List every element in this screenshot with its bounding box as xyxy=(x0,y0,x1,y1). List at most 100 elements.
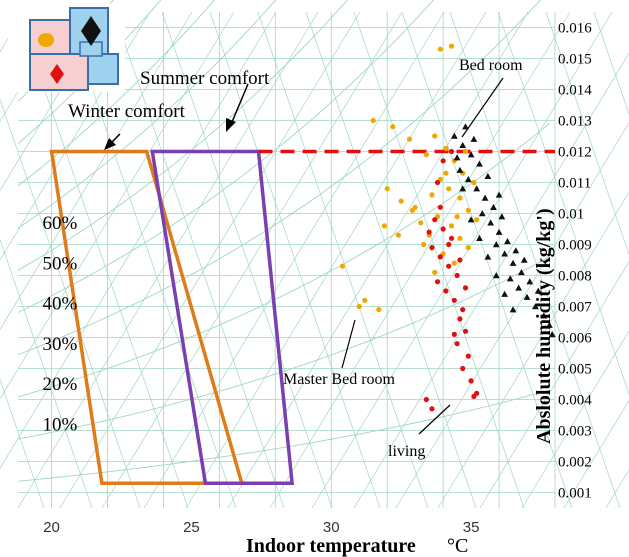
grid-volume-line xyxy=(17,11,189,509)
living-point xyxy=(462,285,469,291)
y-tick-label: 0.012 xyxy=(558,145,592,161)
living-point xyxy=(432,217,438,223)
winter-comfort-label: Winter comfort xyxy=(68,101,186,122)
grid-volume-line xyxy=(65,11,237,509)
master-bed-room-point xyxy=(418,220,424,226)
rh-curve xyxy=(17,0,541,356)
rh-curve xyxy=(17,0,277,229)
living-point xyxy=(448,148,455,155)
bed-room-point xyxy=(495,191,503,198)
living-point xyxy=(457,257,463,263)
bed-room-point xyxy=(495,228,503,235)
rh-label: 40% xyxy=(43,294,78,315)
bed-room-point xyxy=(548,331,556,338)
master-bed-room-point xyxy=(384,186,390,192)
grid-enthalpy-line xyxy=(143,11,445,509)
x-tick-label: 30 xyxy=(323,519,340,536)
bed-room-point xyxy=(546,321,553,328)
grid-enthalpy-line xyxy=(101,11,403,509)
y-axis-ticks: 0.001 0.002 0.003 0.004 0.005 0.006 0.007 0.008… xyxy=(558,21,592,502)
living-point xyxy=(448,235,455,241)
bed-room-point xyxy=(484,172,492,180)
living-point xyxy=(460,365,466,372)
grid-volume-line xyxy=(305,11,477,509)
bed-room-point xyxy=(490,203,497,211)
bed-room-point xyxy=(478,210,486,217)
grid-volume-line xyxy=(545,11,629,256)
bed-room-point xyxy=(473,185,481,192)
bed-room-point xyxy=(453,154,461,161)
master-bed-room-point xyxy=(462,148,469,155)
living-point xyxy=(423,396,429,403)
living-point xyxy=(460,307,466,313)
living-point xyxy=(440,226,446,232)
living-point xyxy=(443,288,449,294)
living-point xyxy=(429,245,435,251)
living-point xyxy=(454,341,460,347)
floor-plan-icon xyxy=(8,4,125,92)
bed-room-point xyxy=(509,306,517,313)
living-label: living xyxy=(388,443,425,460)
grid-enthalpy-line xyxy=(59,11,361,509)
master-bed-room-point xyxy=(446,186,452,192)
annotation-arrows xyxy=(104,77,504,435)
bed-room-point xyxy=(459,185,467,192)
master-bed-room-point xyxy=(457,195,463,201)
y-tick-label: 0.013 xyxy=(558,114,592,130)
grid-volume-line xyxy=(0,98,141,509)
rh-curve xyxy=(17,256,550,440)
y-tick-label: 0.007 xyxy=(558,300,592,316)
bed-room-point xyxy=(481,194,489,201)
grid-enthalpy-line xyxy=(563,399,629,509)
y-tick-label: 0.006 xyxy=(558,331,592,347)
y-tick-label: 0.003 xyxy=(558,424,592,440)
living-point xyxy=(429,406,435,412)
rh-label: 30% xyxy=(43,334,78,355)
master-bed-room-point xyxy=(362,297,368,303)
master-bed-room-point xyxy=(474,217,480,223)
bed-room-point xyxy=(540,312,548,319)
x-tick-label: 35 xyxy=(463,519,480,536)
grid-volume-line xyxy=(353,11,525,509)
grid-enthalpy-line xyxy=(0,11,151,261)
living-point xyxy=(446,263,452,269)
grid-volume-line xyxy=(449,11,621,509)
master-bed-room-point xyxy=(395,232,401,238)
bed-room-point xyxy=(459,141,467,149)
y-tick-label: 0.008 xyxy=(558,269,592,285)
y-tick-label: 0.001 xyxy=(558,486,592,502)
bed-room-point xyxy=(470,135,478,142)
grid-enthalpy-line xyxy=(395,122,629,509)
x-axis-title: Indoor temperature xyxy=(246,535,416,557)
rh-label: 60% xyxy=(43,213,78,234)
grid-volume-line xyxy=(209,11,381,509)
rh-labels: 60% 50% 40% 30% 20% 10% xyxy=(43,213,78,436)
grid-enthalpy-line xyxy=(0,11,277,469)
rh-curve xyxy=(17,0,215,187)
grid-enthalpy-line xyxy=(479,260,629,509)
master-bed-room-point xyxy=(339,263,346,269)
y-tick-label: 0.005 xyxy=(558,362,592,378)
grid-enthalpy-line xyxy=(269,11,571,509)
living-point xyxy=(434,179,441,186)
master-bed-room-label: Master Bed room xyxy=(283,371,396,388)
bed-room-point xyxy=(518,269,525,276)
bed-room-point xyxy=(520,256,528,263)
bed-room-label: Bed room xyxy=(459,57,523,74)
y-axis-title: Abslolute humidity (kg/kg') xyxy=(533,208,555,444)
grid-volume-line xyxy=(497,11,629,396)
bed-room-point xyxy=(512,247,520,254)
master-bed-room-point xyxy=(443,145,449,151)
data-points xyxy=(339,43,556,412)
rh-curve xyxy=(17,0,349,271)
master-bed-room-point xyxy=(398,198,404,204)
rh-curve xyxy=(17,389,550,482)
grid-volume-line xyxy=(0,238,93,509)
master-bed-room-point xyxy=(376,307,382,313)
bed-room-point xyxy=(492,272,500,279)
master-bed-room-point xyxy=(429,192,435,198)
bed-room-point xyxy=(467,216,475,223)
master-bed-room-point xyxy=(465,245,471,251)
grid-enthalpy-line xyxy=(0,11,109,192)
living-point xyxy=(457,316,463,322)
